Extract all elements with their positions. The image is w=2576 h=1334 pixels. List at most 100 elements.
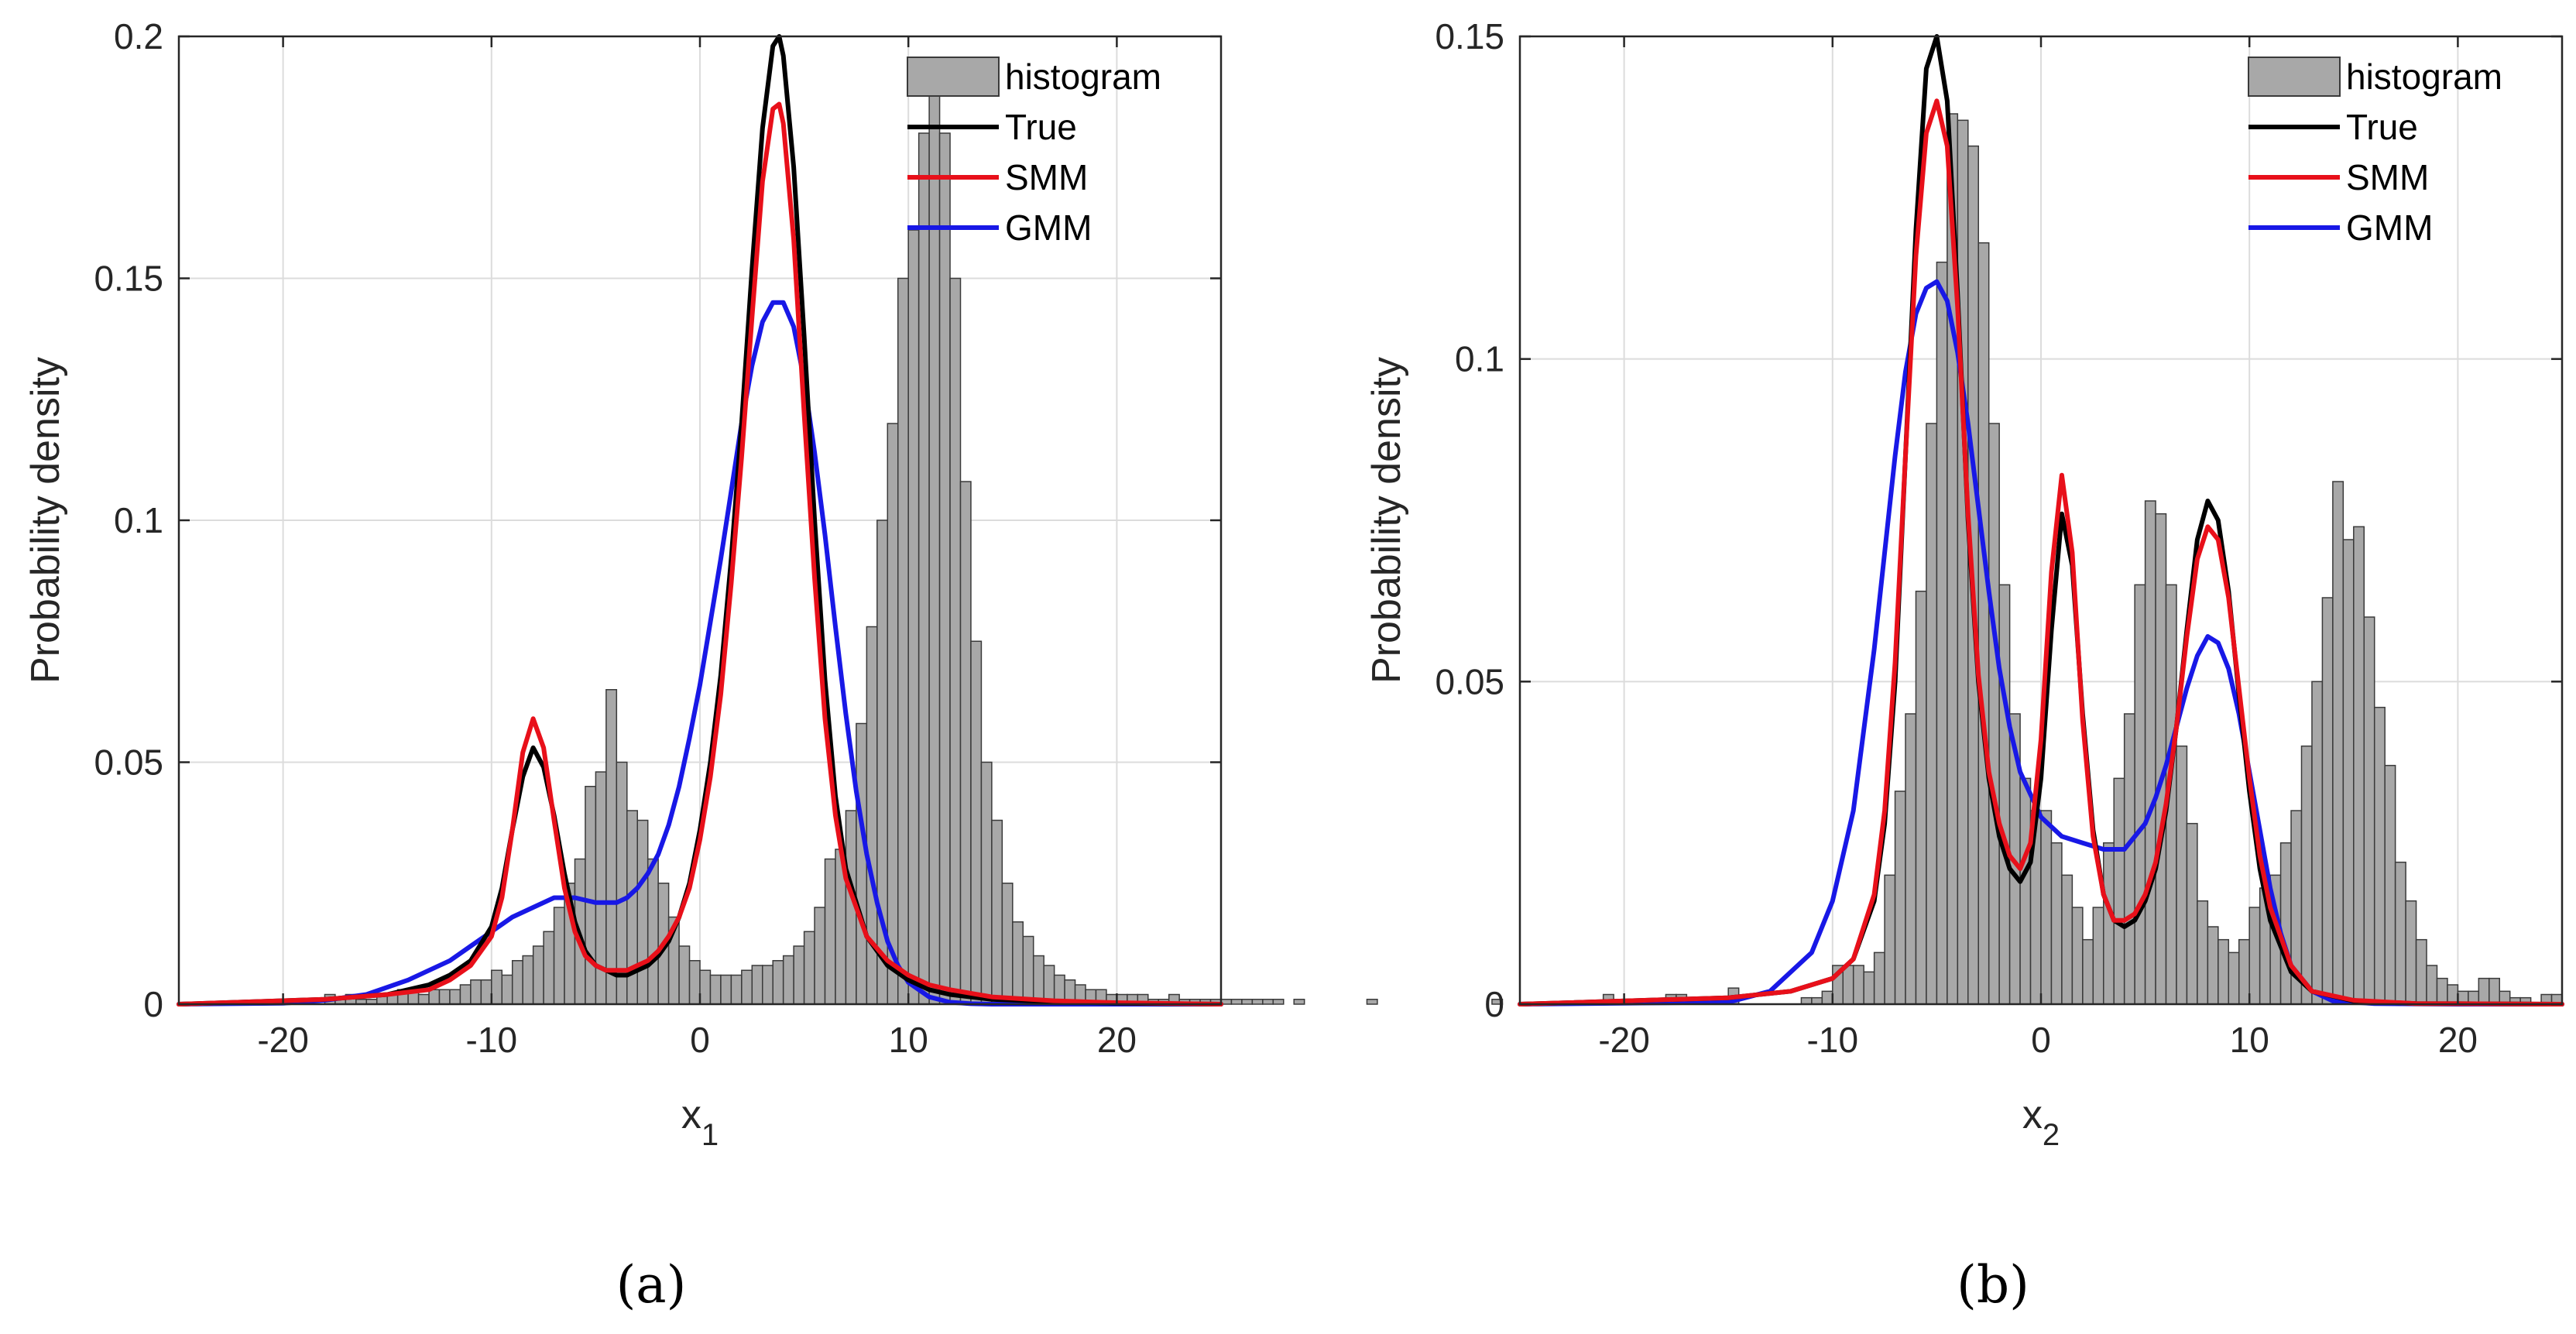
- histogram-bar: [605, 689, 618, 1005]
- histogram-bar: [2447, 984, 2459, 1005]
- x-tick-label: -20: [1598, 1020, 1649, 1060]
- histogram-bar: [959, 481, 972, 1005]
- legend-label-gmm: GMM: [1005, 207, 1092, 248]
- histogram-bar: [2363, 616, 2375, 1005]
- histogram-bar: [970, 640, 983, 1005]
- panel-caption: (b): [1957, 1255, 2029, 1315]
- legend-label-gmm: GMM: [2346, 207, 2433, 248]
- histogram-bar: [1262, 999, 1274, 1005]
- x-axis-label: x2: [2022, 1092, 2060, 1152]
- histogram-bar: [1842, 965, 1854, 1005]
- x-tick-label: 10: [2230, 1020, 2269, 1060]
- histogram-bar: [803, 931, 815, 1005]
- histogram-bar: [2218, 938, 2230, 1005]
- histogram-bar: [907, 229, 920, 1005]
- histogram-bar: [1012, 921, 1024, 1005]
- histogram-bar: [1001, 883, 1014, 1005]
- x-axis-label-main: x: [681, 1092, 701, 1137]
- histogram-bar: [2123, 713, 2135, 1005]
- histogram-bar: [772, 960, 784, 1005]
- legend-swatch-histogram: [907, 57, 1000, 97]
- histogram-bar: [2384, 764, 2396, 1005]
- histogram-bar: [918, 132, 930, 1005]
- histogram-bar: [2207, 926, 2219, 1005]
- histogram-bar: [2228, 952, 2240, 1005]
- histogram-bar: [699, 969, 712, 1005]
- histogram-bar: [459, 984, 472, 1005]
- histogram-bar: [1915, 590, 1927, 1005]
- histogram-bar: [2415, 938, 2427, 1005]
- histogram-bar: [2342, 539, 2355, 1005]
- histogram-bar: [2144, 500, 2156, 1005]
- legend-label-histogram: histogram: [1005, 57, 1161, 97]
- histogram-bar: [511, 960, 523, 1005]
- histogram-bar: [2082, 938, 2094, 1005]
- panel-caption: (a): [616, 1255, 687, 1315]
- histogram-bar: [636, 819, 649, 1005]
- histogram-bar: [1894, 790, 1906, 1005]
- histogram-bar: [647, 858, 659, 1005]
- y-tick-label: 0.1: [114, 500, 163, 540]
- histogram-bar: [751, 965, 763, 1005]
- histogram-bar: [2061, 874, 2073, 1005]
- histogram-bar: [814, 907, 826, 1005]
- histogram-bar: [428, 989, 441, 1005]
- histogram-bar: [2019, 777, 2032, 1005]
- histogram-bar: [1032, 955, 1044, 1005]
- histogram-bar: [2197, 900, 2209, 1005]
- histogram-bar: [1293, 999, 1305, 1005]
- x-axis-label-subscript: 1: [701, 1118, 719, 1152]
- histogram-bar: [1852, 965, 1864, 1005]
- histogram-bar: [824, 858, 836, 1005]
- series-line-smm: [177, 101, 1223, 1007]
- histogram-bar: [2176, 745, 2188, 1005]
- histogram-bar: [762, 965, 773, 1005]
- y-axis-label: Probability density: [1364, 357, 1409, 684]
- legend-label-true: True: [1005, 107, 1077, 147]
- histogram-bar: [2332, 481, 2344, 1005]
- histogram-bar: [2050, 842, 2063, 1005]
- histogram-bar: [782, 955, 794, 1005]
- histogram-bar: [2436, 977, 2448, 1005]
- y-tick-label: 0.05: [94, 742, 163, 783]
- y-tick-label: 0.2: [114, 16, 163, 57]
- x-tick-label: 0: [2031, 1020, 2051, 1060]
- histogram-bar: [928, 84, 941, 1005]
- histogram-bar: [1905, 713, 1917, 1005]
- histogram-bar: [438, 989, 451, 1005]
- histogram-bar: [1957, 119, 1969, 1005]
- histogram-bar: [1988, 423, 2000, 1005]
- histogram-bar: [2155, 513, 2167, 1005]
- histogram-bar: [491, 969, 503, 1005]
- histogram-bar: [1366, 999, 1378, 1005]
- histogram-bar: [2300, 745, 2313, 1005]
- legend-swatch-histogram: [2248, 57, 2341, 97]
- histogram-bar: [2113, 777, 2125, 1005]
- legend-label-true: True: [2346, 107, 2418, 147]
- histogram-bar: [449, 989, 461, 1005]
- x-tick-label: -10: [466, 1020, 517, 1060]
- y-tick-label: 0: [143, 984, 163, 1024]
- histogram-bar: [2134, 584, 2146, 1005]
- histogram-bar: [688, 960, 701, 1005]
- histogram-bar: [2353, 526, 2365, 1005]
- histogram-bar: [709, 974, 722, 1005]
- histogram-bar: [991, 819, 1003, 1005]
- y-tick-label: 0: [1484, 984, 1504, 1024]
- x-tick-label: -10: [1807, 1020, 1858, 1060]
- y-tick-label: 0.1: [1455, 339, 1504, 379]
- series-line-gmm: [1518, 279, 2564, 1007]
- x-axis-label-subscript: 2: [2043, 1118, 2060, 1152]
- y-tick-label: 0.15: [1435, 16, 1504, 57]
- histogram-bar: [2373, 706, 2386, 1005]
- histogram-bar: [2103, 842, 2115, 1005]
- histogram-bar: [980, 761, 993, 1005]
- y-tick-label: 0.05: [1435, 661, 1504, 701]
- histogram-bar: [720, 974, 732, 1005]
- histogram-bar: [470, 979, 482, 1005]
- histogram-bar: [2071, 907, 2084, 1005]
- histogram-bar: [1230, 999, 1243, 1005]
- x-tick-label: -20: [257, 1020, 308, 1060]
- y-axis-label: Probability density: [23, 357, 68, 684]
- y-tick-label: 0.15: [94, 259, 163, 299]
